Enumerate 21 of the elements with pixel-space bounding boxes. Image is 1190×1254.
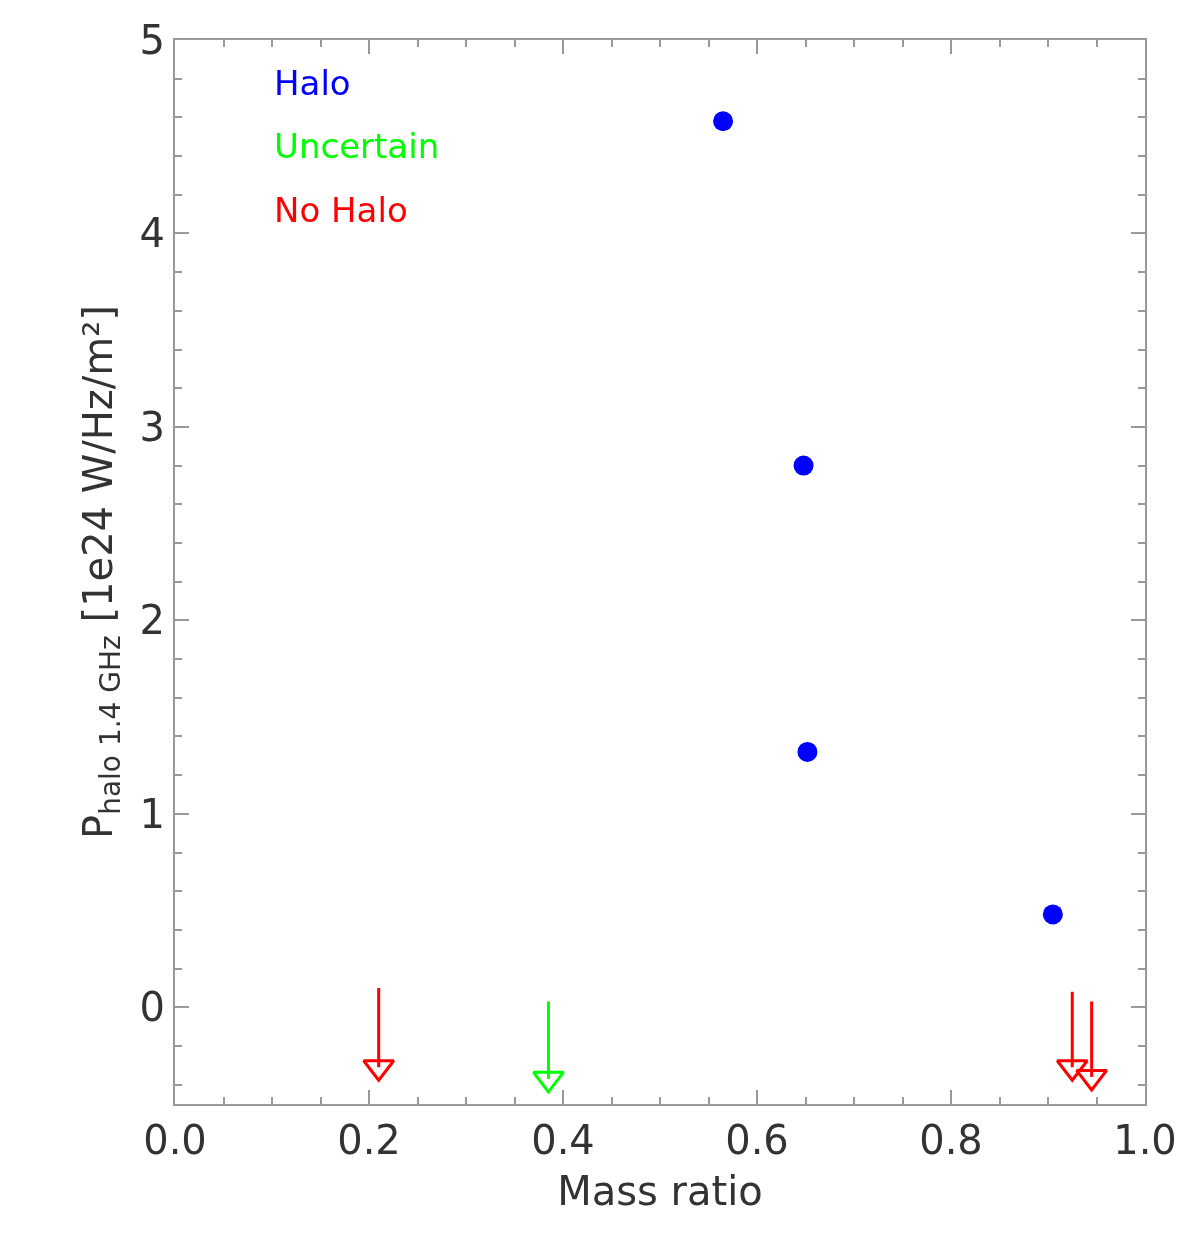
- point: [531, 1070, 565, 1094]
- x-tick-label: 0.2: [337, 1117, 401, 1163]
- point: [793, 455, 814, 476]
- y-tick-label: 5: [139, 17, 165, 63]
- point: [797, 741, 818, 762]
- x-axis-title: Mass ratio: [557, 1168, 763, 1214]
- x-tick-label: 1.0: [1113, 1117, 1177, 1163]
- x-tick-label: 0.6: [725, 1117, 789, 1163]
- y-tick-label: 4: [139, 210, 165, 257]
- x-tick-label: 0.8: [919, 1117, 983, 1163]
- y-tick-label: 3: [139, 403, 165, 450]
- point: [1075, 1068, 1109, 1092]
- x-tick-label: 0.4: [531, 1117, 595, 1163]
- y-tick-label: 0: [139, 984, 165, 1031]
- text: No Halo: [274, 190, 408, 230]
- text: Halo: [274, 63, 351, 103]
- y-tick-label: 2: [139, 597, 165, 644]
- x-tick-label: 0.0: [143, 1117, 207, 1163]
- text: Uncertain: [274, 126, 440, 166]
- y-tick-label: 1: [139, 790, 165, 837]
- point: [713, 111, 734, 132]
